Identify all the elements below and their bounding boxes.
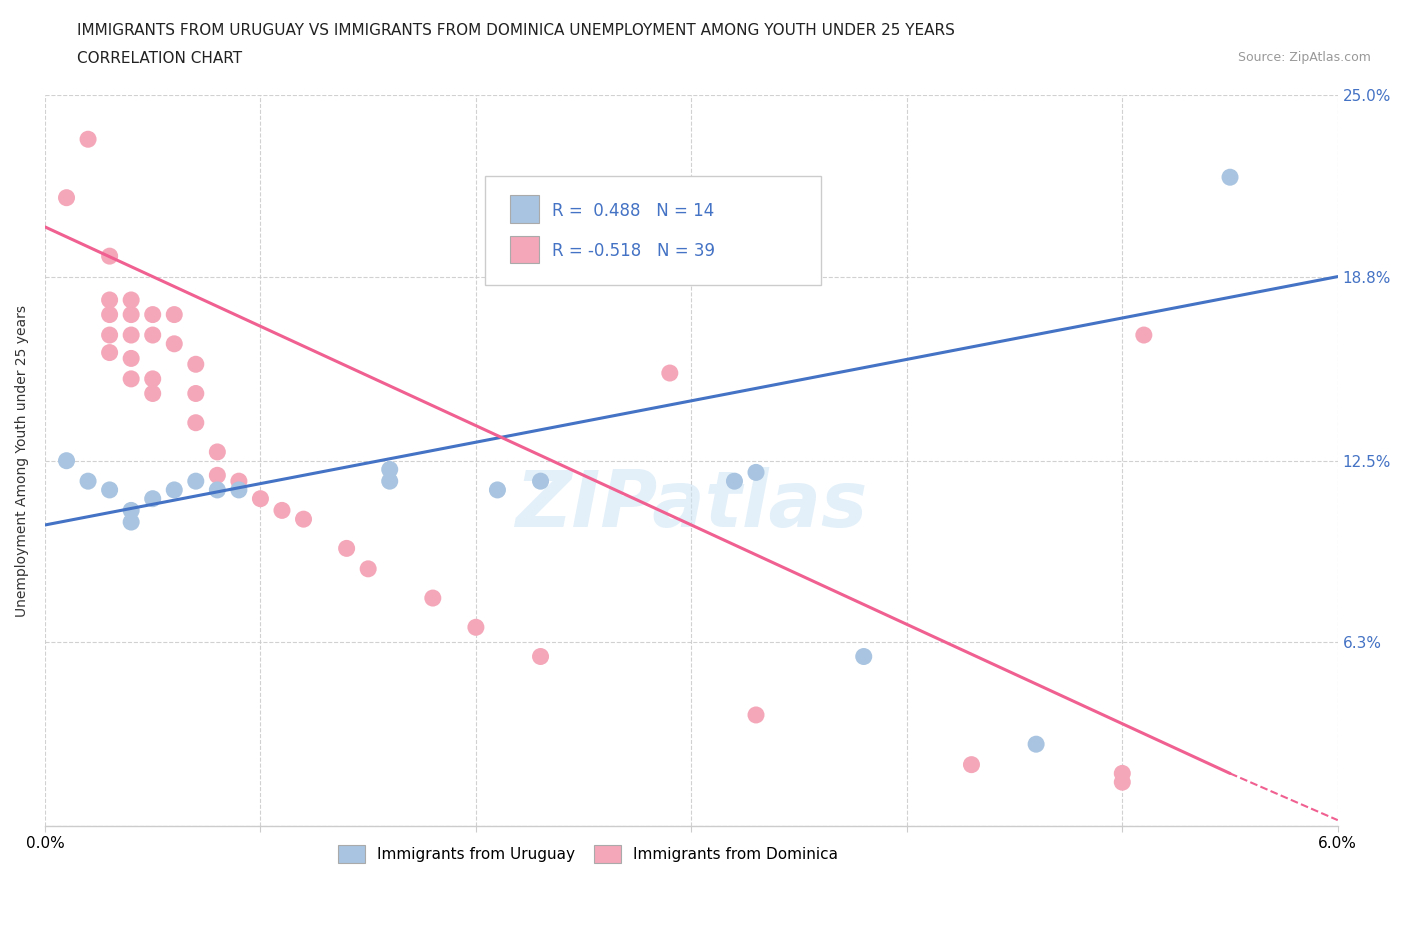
Point: [529, 473, 551, 488]
Point: [98, 307, 121, 322]
Point: [120, 327, 142, 342]
Point: [745, 465, 768, 480]
Point: [658, 365, 681, 380]
Point: [120, 503, 142, 518]
Point: [142, 386, 165, 401]
Point: [357, 562, 380, 577]
Point: [852, 649, 875, 664]
FancyBboxPatch shape: [485, 176, 821, 286]
Text: R = -0.518   N = 39: R = -0.518 N = 39: [551, 242, 714, 260]
Point: [142, 371, 165, 386]
Point: [163, 483, 186, 498]
Bar: [510, 235, 538, 263]
Point: [745, 708, 768, 723]
Point: [184, 386, 207, 401]
Point: [98, 248, 121, 263]
Point: [184, 357, 207, 372]
Point: [464, 620, 486, 635]
Point: [55, 191, 77, 206]
Point: [593, 240, 616, 255]
Point: [486, 483, 509, 498]
Point: [529, 649, 551, 664]
Point: [207, 445, 229, 459]
Point: [77, 132, 100, 147]
Text: IMMIGRANTS FROM URUGUAY VS IMMIGRANTS FROM DOMINICA UNEMPLOYMENT AMONG YOUTH UND: IMMIGRANTS FROM URUGUAY VS IMMIGRANTS FR…: [77, 23, 955, 38]
Text: CORRELATION CHART: CORRELATION CHART: [77, 51, 242, 66]
Point: [228, 483, 250, 498]
Point: [184, 473, 207, 488]
Point: [723, 473, 745, 488]
Point: [1133, 327, 1156, 342]
Point: [422, 591, 444, 605]
Point: [184, 416, 207, 431]
Point: [292, 512, 315, 526]
Point: [120, 307, 142, 322]
Point: [120, 514, 142, 529]
Point: [378, 473, 401, 488]
Bar: [510, 195, 538, 223]
Point: [120, 371, 142, 386]
Point: [142, 307, 165, 322]
Point: [249, 491, 271, 506]
Legend: Immigrants from Uruguay, Immigrants from Dominica: Immigrants from Uruguay, Immigrants from…: [332, 839, 845, 870]
Point: [98, 345, 121, 360]
Point: [163, 337, 186, 352]
Point: [163, 307, 186, 322]
Point: [228, 473, 250, 488]
Text: R =  0.488   N = 14: R = 0.488 N = 14: [551, 202, 714, 219]
Text: ZIPatlas: ZIPatlas: [515, 467, 868, 542]
Point: [1111, 766, 1133, 781]
Point: [98, 293, 121, 308]
Point: [142, 491, 165, 506]
Point: [1025, 737, 1047, 751]
Point: [1111, 775, 1133, 790]
Point: [98, 483, 121, 498]
Point: [120, 293, 142, 308]
Point: [120, 351, 142, 365]
Point: [271, 503, 294, 518]
Text: Source: ZipAtlas.com: Source: ZipAtlas.com: [1237, 51, 1371, 64]
Y-axis label: Unemployment Among Youth under 25 years: Unemployment Among Youth under 25 years: [15, 305, 30, 617]
Point: [55, 453, 77, 468]
Point: [207, 468, 229, 483]
Point: [336, 541, 359, 556]
Point: [98, 327, 121, 342]
Point: [1219, 170, 1241, 185]
Point: [960, 757, 983, 772]
Point: [207, 483, 229, 498]
Point: [378, 462, 401, 477]
Point: [142, 327, 165, 342]
Point: [77, 473, 100, 488]
